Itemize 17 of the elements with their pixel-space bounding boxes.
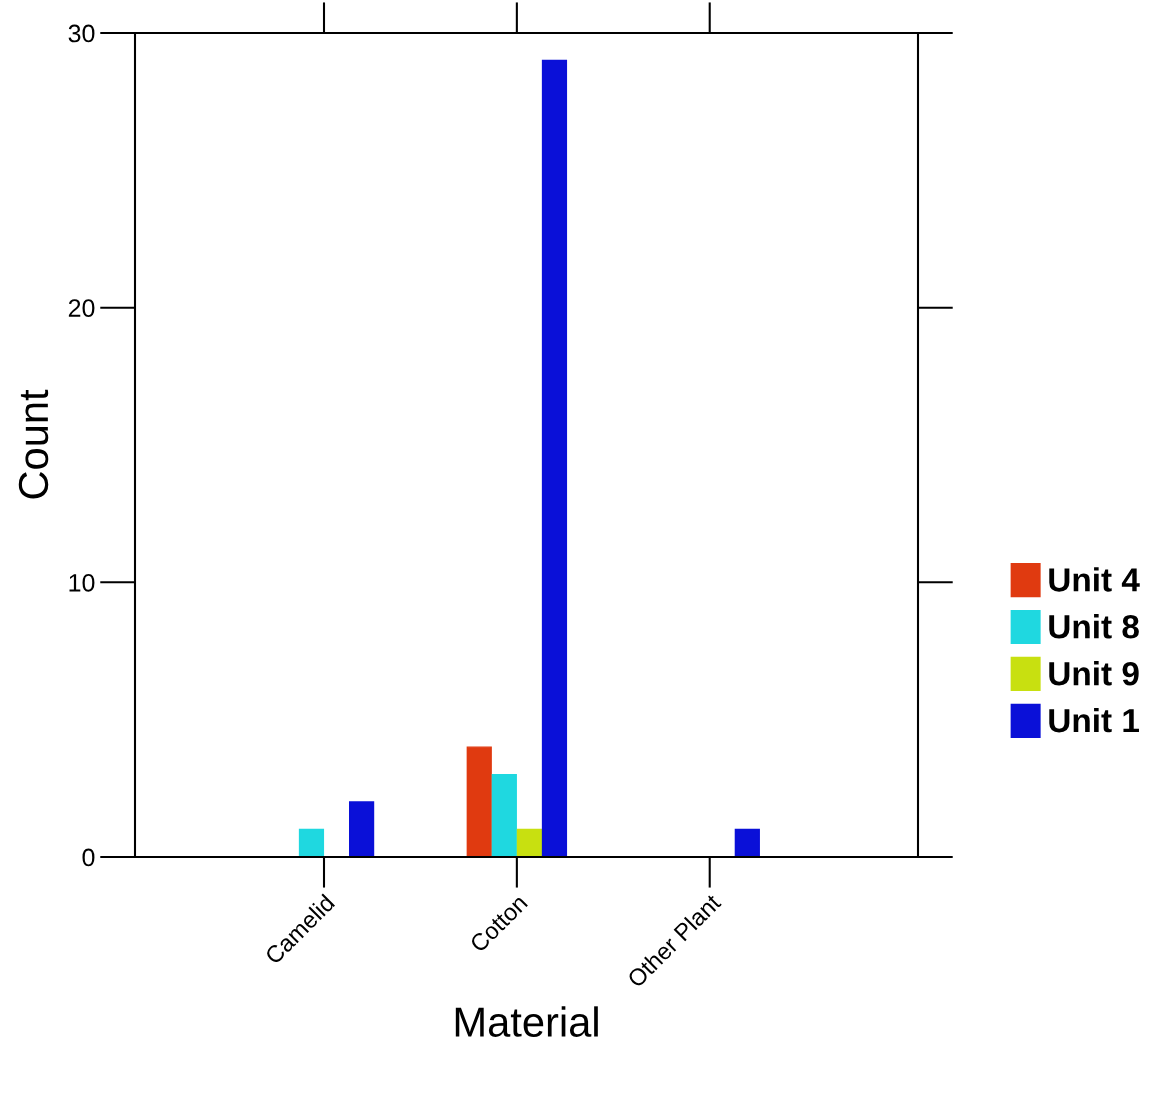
legend-label: Unit 9	[1049, 661, 1139, 686]
legend-label: Unit 4	[1049, 567, 1140, 592]
bar	[516, 828, 542, 857]
bar	[466, 746, 492, 857]
bar	[734, 828, 760, 857]
x-axis-title: Material	[455, 1006, 598, 1037]
bar	[541, 59, 568, 857]
y-tick-label: 20	[68, 299, 95, 317]
legend-label: Unit 1	[1049, 707, 1139, 733]
bar	[491, 773, 517, 857]
bar	[298, 828, 325, 857]
bar	[349, 801, 375, 857]
y-tick-label: 0	[82, 848, 95, 867]
y-axis-title: Count	[18, 389, 49, 499]
y-tick-label: 10	[69, 573, 95, 592]
legend-label: Unit 8	[1049, 614, 1139, 639]
y-tick-label: 30	[68, 24, 95, 43]
